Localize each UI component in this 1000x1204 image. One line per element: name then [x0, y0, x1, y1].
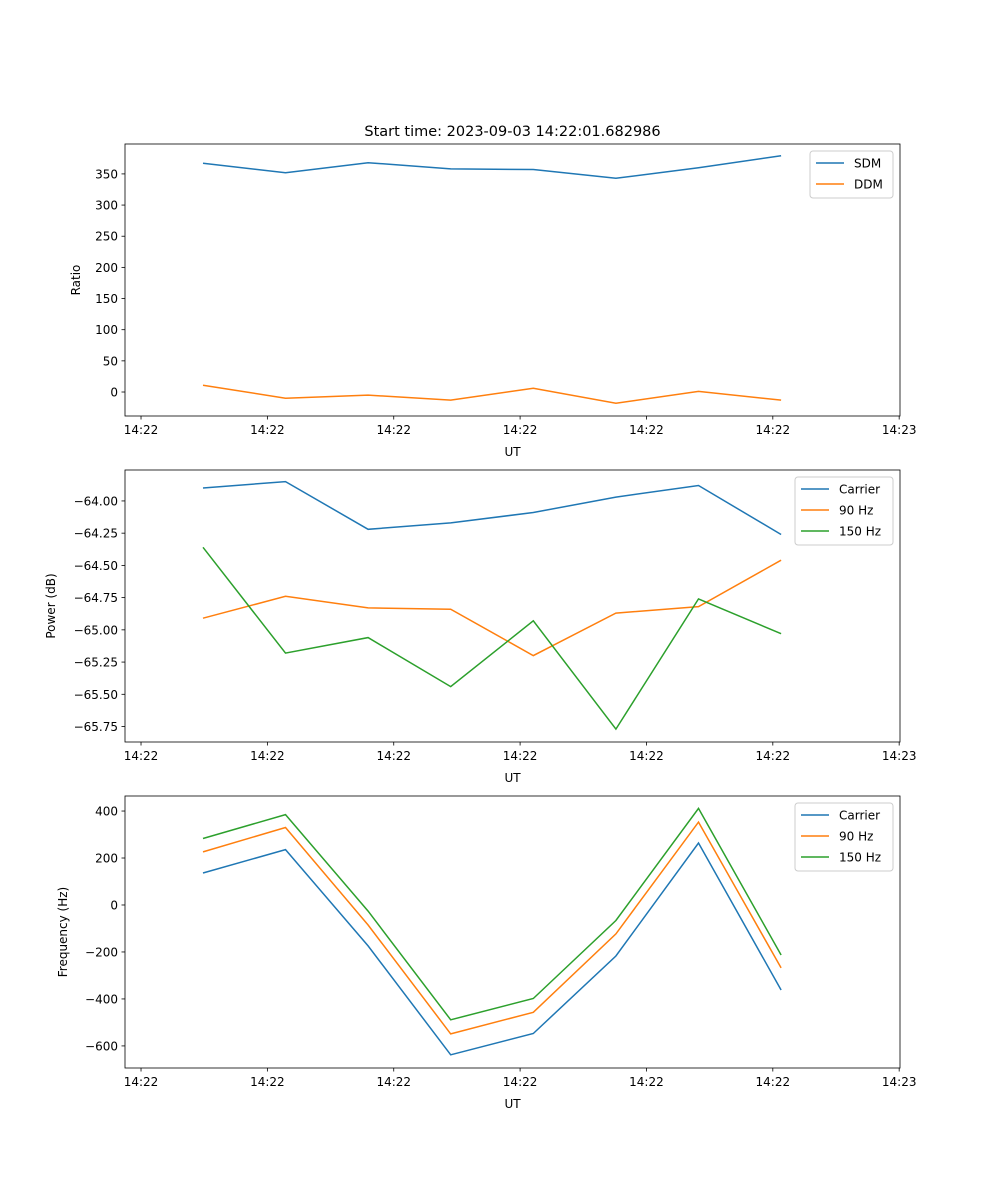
- axes-frame: [124, 469, 901, 743]
- y-tick-label: 200: [95, 852, 118, 866]
- x-tick-label: 14:22: [376, 423, 411, 437]
- x-tick-label: 14:22: [376, 749, 411, 763]
- y-tick-label: −64.50: [74, 559, 118, 573]
- y-tick-label: −600: [85, 1039, 118, 1053]
- legend-label: 150 Hz: [839, 525, 881, 539]
- series-line-sdm: [202, 155, 782, 180]
- y-tick-label: −65.75: [74, 720, 118, 734]
- series-line-carrier: [202, 480, 782, 536]
- y-axis-label: Ratio: [69, 265, 83, 296]
- y-tick-label: −200: [85, 945, 118, 959]
- y-tick-label: 0: [110, 386, 118, 400]
- x-tick-label: 14:22: [503, 749, 538, 763]
- x-tick-label: 14:22: [250, 1075, 285, 1089]
- series-line-90-hz: [202, 559, 782, 657]
- x-tick-label: 14:22: [250, 423, 285, 437]
- subplot-2: 14:22 14:22 14:22 14:22 14:22 14:22 14:23 UT −64…: [44, 469, 917, 785]
- legend: SDM DDM: [809, 150, 894, 199]
- y-tick-label: −64.00: [74, 494, 118, 508]
- y-tick-label: 250: [95, 230, 118, 244]
- legend-box: [794, 802, 894, 872]
- y-tick-label: −400: [85, 992, 118, 1006]
- y-tick-label: 400: [95, 805, 118, 819]
- series-line-150-hz: [202, 546, 782, 731]
- legend-label: DDM: [854, 178, 883, 192]
- subplot-1: 14:22 14:22 14:22 14:22 14:22 14:22 14:23 UT 0 50…: [69, 124, 916, 459]
- x-tick-label: 14:22: [376, 1075, 411, 1089]
- legend: Carrier 90 Hz 150 Hz: [794, 476, 894, 546]
- y-tick-label: 200: [95, 261, 118, 275]
- x-tick-label: 14:23: [882, 423, 917, 437]
- x-axis-label: UT: [504, 771, 521, 785]
- y-tick-label: 100: [95, 323, 118, 337]
- y-tick-label: 0: [110, 898, 118, 912]
- x-tick-label: 14:23: [882, 1075, 917, 1089]
- legend: Carrier 90 Hz 150 Hz: [794, 802, 894, 872]
- x-tick-label: 14:22: [124, 423, 159, 437]
- y-axis-label: Frequency (Hz): [56, 887, 70, 978]
- y-tick-label: 300: [95, 199, 118, 213]
- series-line-90-hz: [202, 820, 782, 1035]
- x-axis-label: UT: [504, 1097, 521, 1111]
- legend-box: [794, 476, 894, 546]
- y-tick-label: −65.25: [74, 656, 118, 670]
- legend-label: 90 Hz: [839, 830, 873, 844]
- x-tick-label: 14:23: [882, 749, 917, 763]
- x-tick-label: 14:22: [756, 1075, 791, 1089]
- y-tick-label: −64.25: [74, 527, 118, 541]
- x-tick-label: 14:22: [629, 423, 664, 437]
- legend-label: 90 Hz: [839, 504, 873, 518]
- x-axis-label: UT: [504, 445, 521, 459]
- x-tick-label: 14:22: [629, 1075, 664, 1089]
- y-tick-label: 350: [95, 167, 118, 181]
- x-tick-label: 14:22: [124, 749, 159, 763]
- y-tick-label: 150: [95, 292, 118, 306]
- axes-frame: [124, 143, 901, 417]
- legend-label: Carrier: [839, 809, 880, 823]
- y-tick-label: 50: [103, 354, 118, 368]
- x-tick-label: 14:22: [503, 423, 538, 437]
- y-axis-label: Power (dB): [44, 573, 58, 638]
- y-tick-label: −64.75: [74, 591, 118, 605]
- x-tick-label: 14:22: [503, 1075, 538, 1089]
- x-tick-label: 14:22: [124, 1075, 159, 1089]
- x-tick-label: 14:22: [629, 749, 664, 763]
- legend-label: Carrier: [839, 483, 880, 497]
- axes-frame: [124, 795, 901, 1069]
- chart-title: Start time: 2023-09-03 14:22:01.682986: [364, 124, 660, 140]
- x-tick-label: 14:22: [756, 749, 791, 763]
- subplot-3: 14:22 14:22 14:22 14:22 14:22 14:22 14:23 UT −60…: [56, 795, 917, 1111]
- y-tick-label: −65.00: [74, 623, 118, 637]
- legend-label: SDM: [854, 157, 881, 171]
- y-tick-label: −65.50: [74, 688, 118, 702]
- series-line-carrier: [202, 841, 782, 1056]
- legend-label: 150 Hz: [839, 851, 881, 865]
- series-line-150-hz: [202, 807, 782, 1021]
- series-line-ddm: [202, 384, 782, 404]
- x-tick-label: 14:22: [756, 423, 791, 437]
- x-tick-label: 14:22: [250, 749, 285, 763]
